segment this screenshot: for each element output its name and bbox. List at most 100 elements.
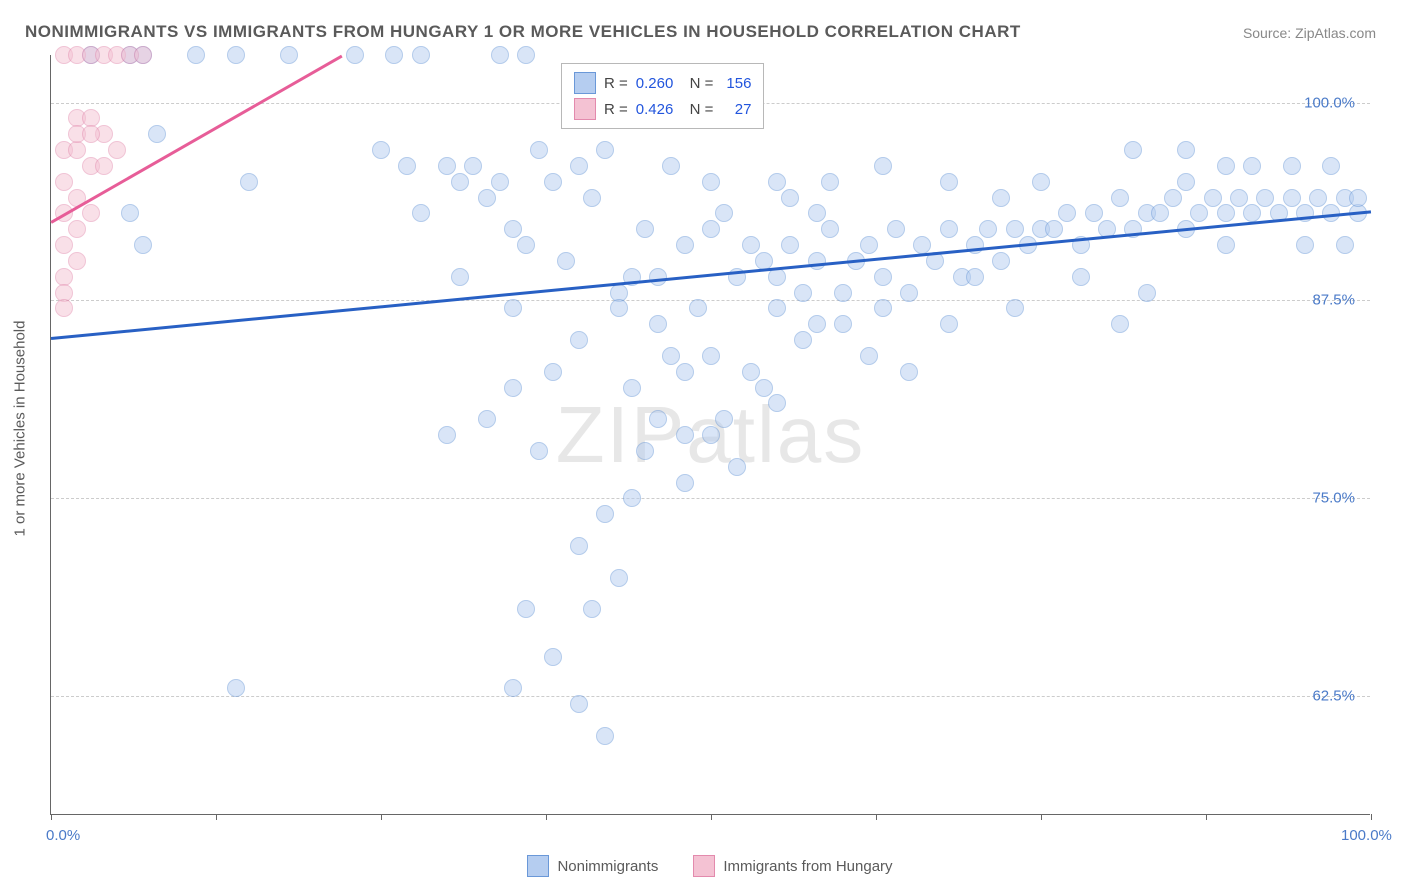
x-tick-mark <box>216 814 217 820</box>
legend-r-label: R = <box>604 75 628 92</box>
scatter-point <box>1217 157 1235 175</box>
scatter-point <box>755 379 773 397</box>
scatter-point <box>636 442 654 460</box>
scatter-point <box>1164 189 1182 207</box>
legend-r-value: 0.260 <box>636 75 674 92</box>
scatter-point <box>451 268 469 286</box>
scatter-point <box>874 157 892 175</box>
scatter-point <box>570 157 588 175</box>
scatter-point <box>346 46 364 64</box>
scatter-point <box>478 189 496 207</box>
gridline <box>51 696 1370 697</box>
scatter-point <box>1283 189 1301 207</box>
scatter-point <box>649 410 667 428</box>
scatter-point <box>517 600 535 618</box>
scatter-point <box>596 505 614 523</box>
y-tick-label: 87.5% <box>1312 292 1355 309</box>
scatter-point <box>610 569 628 587</box>
scatter-point <box>1243 204 1261 222</box>
scatter-point <box>504 299 522 317</box>
legend-stat-row: R = 0.426 N = 27 <box>574 96 751 122</box>
scatter-point <box>1177 173 1195 191</box>
scatter-point <box>1204 189 1222 207</box>
scatter-point <box>1045 220 1063 238</box>
scatter-point <box>808 204 826 222</box>
scatter-point <box>887 220 905 238</box>
y-axis-label: 1 or more Vehicles in Household <box>12 321 29 537</box>
scatter-point <box>834 284 852 302</box>
scatter-point <box>530 442 548 460</box>
legend-n-value: 156 <box>721 75 751 92</box>
legend-swatch <box>574 98 596 120</box>
scatter-point <box>1058 204 1076 222</box>
scatter-point <box>55 173 73 191</box>
scatter-point <box>702 220 720 238</box>
scatter-point <box>768 394 786 412</box>
scatter-point <box>768 173 786 191</box>
scatter-point <box>108 141 126 159</box>
chart-title: NONIMMIGRANTS VS IMMIGRANTS FROM HUNGARY… <box>25 22 1021 42</box>
scatter-point <box>1336 236 1354 254</box>
x-tick-mark <box>381 814 382 820</box>
correlation-legend: R = 0.260 N = 156R = 0.426 N = 27 <box>561 63 764 129</box>
legend-swatch <box>574 72 596 94</box>
scatter-point <box>385 46 403 64</box>
scatter-point <box>1111 189 1129 207</box>
scatter-point <box>860 347 878 365</box>
scatter-point <box>1217 236 1235 254</box>
scatter-point <box>478 410 496 428</box>
scatter-point <box>68 252 86 270</box>
scatter-point <box>1190 204 1208 222</box>
scatter-point <box>544 173 562 191</box>
scatter-point <box>438 157 456 175</box>
scatter-point <box>992 252 1010 270</box>
scatter-point <box>557 252 575 270</box>
legend-swatch <box>527 855 549 877</box>
scatter-point <box>570 537 588 555</box>
scatter-point <box>530 141 548 159</box>
scatter-point <box>1230 189 1248 207</box>
scatter-point <box>702 173 720 191</box>
scatter-point <box>1151 204 1169 222</box>
legend-r-value: 0.426 <box>636 101 674 118</box>
scatter-point <box>821 220 839 238</box>
scatter-point <box>834 315 852 333</box>
scatter-point <box>728 458 746 476</box>
legend-n-label: N = <box>681 75 713 92</box>
scatter-point <box>742 363 760 381</box>
scatter-point <box>715 204 733 222</box>
scatter-point <box>517 236 535 254</box>
scatter-point <box>1072 268 1090 286</box>
scatter-point <box>913 236 931 254</box>
scatter-point <box>781 189 799 207</box>
scatter-point <box>1309 189 1327 207</box>
legend-label: Nonimmigrants <box>557 858 658 875</box>
scatter-point <box>808 252 826 270</box>
scatter-point <box>412 46 430 64</box>
scatter-point <box>187 46 205 64</box>
scatter-point <box>464 157 482 175</box>
scatter-point <box>95 157 113 175</box>
scatter-point <box>55 236 73 254</box>
scatter-point <box>148 125 166 143</box>
x-tick-mark <box>51 814 52 820</box>
scatter-point <box>1124 141 1142 159</box>
scatter-point <box>504 379 522 397</box>
legend-stat-row: R = 0.260 N = 156 <box>574 70 751 96</box>
scatter-point <box>702 426 720 444</box>
scatter-point <box>874 299 892 317</box>
scatter-point <box>900 284 918 302</box>
scatter-point <box>1006 220 1024 238</box>
scatter-point <box>966 268 984 286</box>
scatter-point <box>742 236 760 254</box>
scatter-point <box>570 331 588 349</box>
scatter-point <box>1296 236 1314 254</box>
x-tick-mark <box>546 814 547 820</box>
x-tick-mark <box>876 814 877 820</box>
scatter-point <box>702 347 720 365</box>
scatter-point <box>662 347 680 365</box>
scatter-point <box>82 125 100 143</box>
scatter-point <box>768 299 786 317</box>
scatter-point <box>1349 189 1367 207</box>
gridline <box>51 498 1370 499</box>
